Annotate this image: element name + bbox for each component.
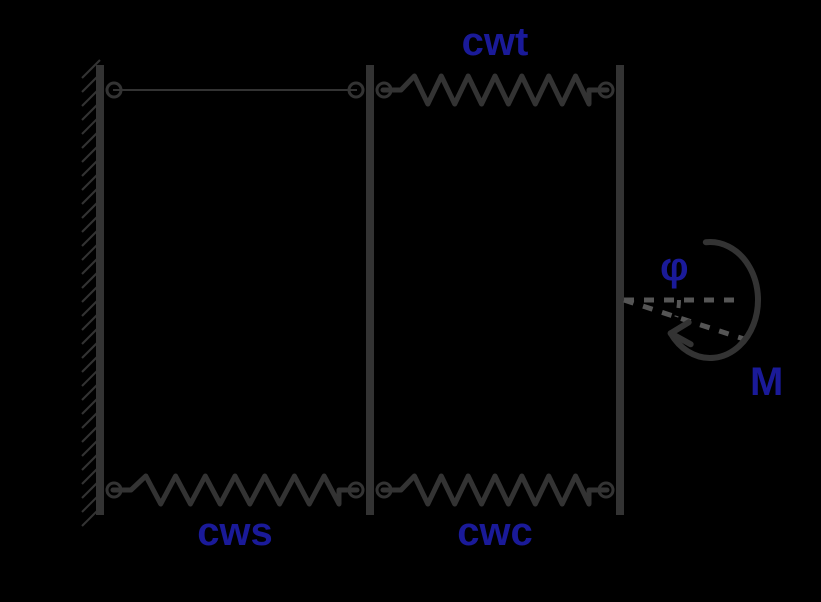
- label-cwt: cwt: [462, 20, 529, 64]
- label-phi: φ: [660, 245, 689, 289]
- label-cwc: cwc: [457, 510, 533, 554]
- label-cws: cws: [197, 510, 273, 554]
- label-moment: M: [750, 360, 783, 404]
